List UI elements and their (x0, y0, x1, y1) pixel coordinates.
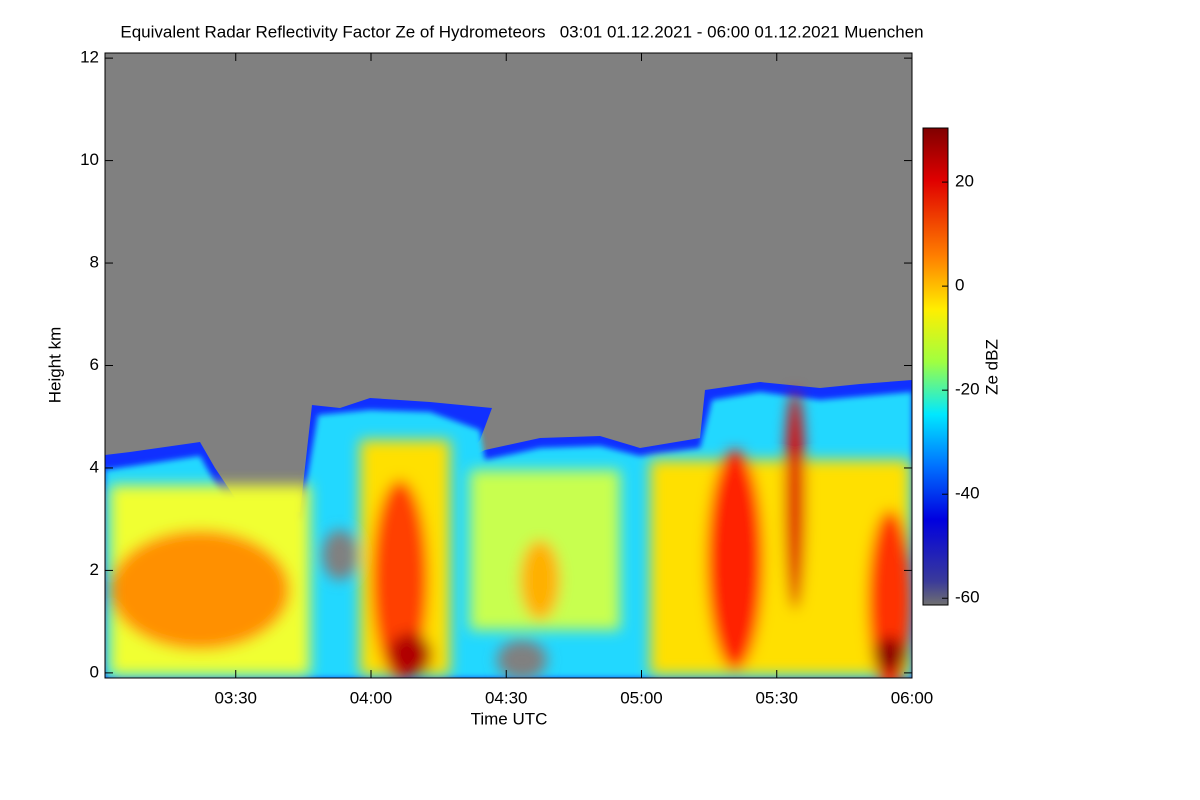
y-tick-label: 0 (90, 662, 99, 681)
x-tick-label: 03:30 (214, 688, 257, 707)
y-tick-label: 4 (90, 457, 99, 476)
y-tick-label: 8 (90, 253, 99, 272)
y-tick-label: 6 (90, 355, 99, 374)
x-tick-label: 04:00 (350, 688, 393, 707)
colorbar-tick-label: -40 (955, 484, 980, 503)
x-axis-label: Time UTC (471, 709, 548, 728)
colorbar-tick-label: 0 (955, 276, 964, 295)
colorbar-tick-label: -20 (955, 380, 980, 399)
chart-title: Equivalent Radar Reflectivity Factor Ze … (120, 22, 923, 41)
colorbar-label: Ze dBZ (982, 339, 1001, 395)
y-axis-label: Height km (45, 327, 64, 404)
x-tick-label: 05:30 (755, 688, 798, 707)
colorbar (922, 127, 949, 606)
y-tick-label: 12 (80, 48, 99, 67)
y-tick-label: 2 (90, 560, 99, 579)
radar-field (105, 53, 912, 678)
x-tick-label: 05:00 (620, 688, 663, 707)
y-tick-label: 10 (80, 150, 99, 169)
x-tick-label: 06:00 (891, 688, 934, 707)
colorbar-tick-label: -60 (955, 588, 980, 607)
x-tick-label: 04:30 (485, 688, 528, 707)
colorbar-tick-label: 20 (955, 172, 974, 191)
